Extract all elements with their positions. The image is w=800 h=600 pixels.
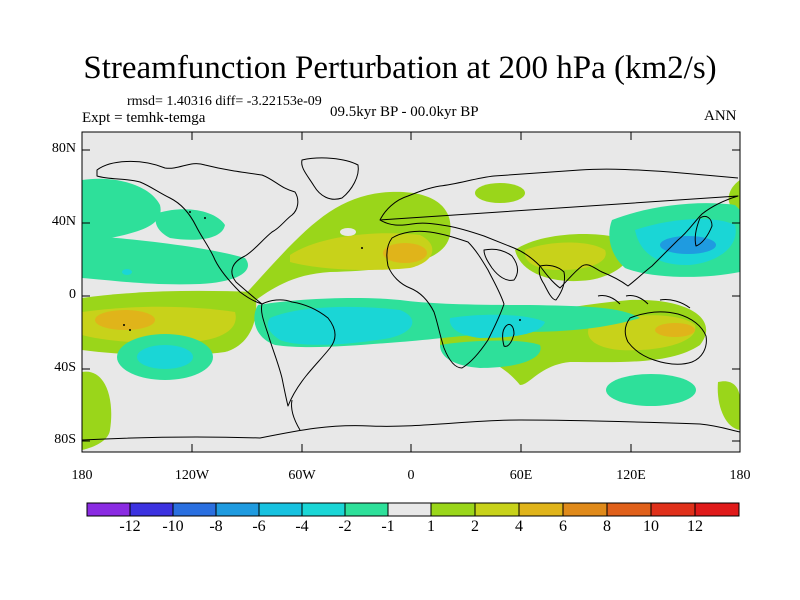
colorbar-label: 8	[603, 518, 611, 535]
time-period-label: 09.5kyr BP - 00.0kyr BP	[330, 104, 479, 120]
colorbar-label: 1	[427, 518, 435, 535]
colorbar	[86, 502, 740, 517]
colorbar-label: -6	[252, 518, 266, 535]
colorbar-box-10	[518, 502, 564, 517]
lat-label-40n: 40N	[51, 214, 76, 229]
lat-label-0: 0	[69, 287, 76, 302]
colorbar-box-3	[215, 502, 260, 517]
experiment-label: Expt = temhk-temga	[82, 110, 206, 126]
lat-label-80s: 80S	[54, 432, 76, 447]
colorbar-box-9	[474, 502, 520, 517]
colorbar-box-6	[344, 502, 389, 517]
axis-ticks	[82, 132, 740, 452]
lon-label-180e: 180	[729, 468, 751, 483]
colorbar-label: 4	[515, 518, 523, 535]
colorbar-label: 6	[559, 518, 567, 535]
colorbar-box-7	[387, 502, 432, 517]
colorbar-box-13	[650, 502, 696, 517]
lon-label-120e: 120E	[616, 468, 646, 483]
colorbar-box-14	[694, 502, 740, 517]
colorbar-label: 2	[471, 518, 479, 535]
lat-label-80n: 80N	[51, 141, 76, 156]
colorbar-label: -8	[209, 518, 223, 535]
lon-label-60w: 60W	[288, 468, 316, 483]
colorbar-label: -10	[162, 518, 184, 535]
colorbar-box-5	[301, 502, 346, 517]
map-title: Streamfunction Perturbation at 200 hPa (…	[83, 50, 717, 86]
colorbar-label: -4	[295, 518, 309, 535]
season-label: ANN	[704, 108, 737, 124]
colorbar-label: -1	[381, 518, 395, 535]
colorbar-label: -2	[338, 518, 352, 535]
rmsd-diff-stats: rmsd= 1.40316 diff= -3.22153e-09	[127, 94, 322, 109]
colorbar-label: -12	[119, 518, 141, 535]
colorbar-label: 10	[643, 518, 659, 535]
lon-label-120w: 120W	[174, 468, 210, 483]
colorbar-box-4	[258, 502, 303, 517]
contour-field	[82, 157, 740, 450]
colorbar-box-2	[172, 502, 217, 517]
lon-label-180w: 180	[71, 468, 93, 483]
colorbar-box-11	[562, 502, 608, 517]
colorbar-box-1	[129, 502, 174, 517]
lon-label-0: 0	[407, 468, 415, 483]
colorbar-box-12	[606, 502, 652, 517]
colorbar-box-8	[430, 502, 476, 517]
colorbar-box-0	[86, 502, 131, 517]
lon-label-60e: 60E	[509, 468, 533, 483]
colorbar-label: 12	[687, 518, 703, 535]
lat-label-40s: 40S	[54, 360, 76, 375]
